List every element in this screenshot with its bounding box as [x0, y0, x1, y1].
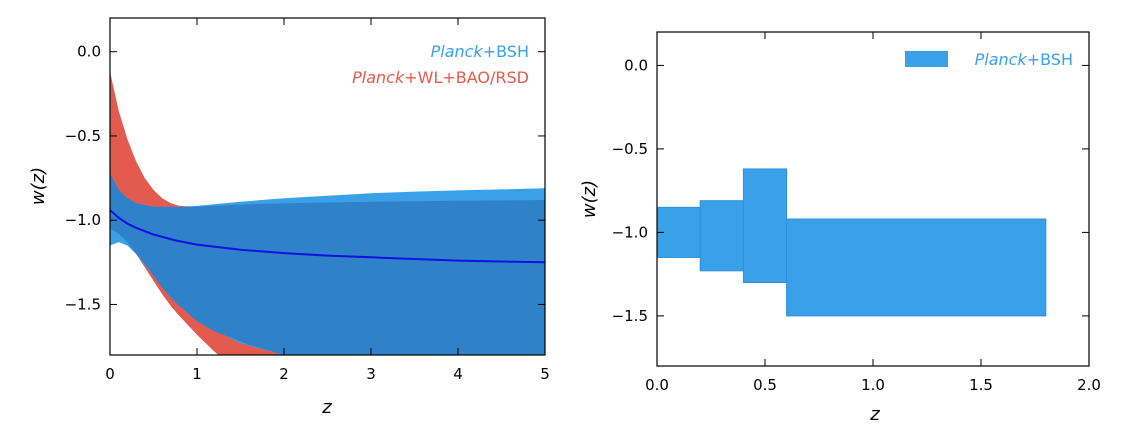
- left-axis-ticks: 0 1 2 3 4 5 0.0 −0.5 −1.0 −1.5: [65, 18, 550, 383]
- legend-swatch-planck-bsh: [905, 51, 948, 67]
- 1-y-tick-label: −0.5: [612, 140, 648, 158]
- 0-x-tick-label: 4: [453, 365, 463, 383]
- right-panel-binned-plot: 0.0 0.5 1.0 1.5 2.0 0.0 −0.5 −1.0 −1.5 z w(z) Pl…: [579, 31, 1101, 425]
- 0-x-tick-label: 1: [192, 365, 202, 383]
- right-x-axis-label: z: [869, 404, 880, 425]
- 1-x-tick-label: 0.0: [645, 376, 669, 394]
- right-axis-ticks: 0.0 0.5 1.0 1.5 2.0 0.0 −0.5 −1.0 −1.5: [612, 32, 1101, 394]
- left-plot-area: [110, 71, 545, 355]
- bin-bar-3: [786, 218, 1047, 317]
- left-y-axis-label: w(z): [28, 167, 49, 205]
- 1-x-tick-label: 1.0: [861, 376, 885, 394]
- 1-y-tick-label: 0.0: [624, 56, 648, 74]
- legend-item-planck-wl-bao-rsd: Planck+WL+BAO/RSD: [352, 68, 529, 87]
- 0-x-tick-label: 2: [279, 365, 289, 383]
- left-panel-band-plot: 0 1 2 3 4 5 0.0 −0.5 −1.0 −1.5 z w(z) Planck+BSH …: [28, 17, 550, 418]
- 1-y-tick-label: −1.0: [612, 223, 648, 241]
- 1-y-tick-label: −1.5: [612, 307, 648, 325]
- legend-item-planck-bsh-right: Planck+BSH: [975, 50, 1073, 69]
- 0-x-tick-label: 3: [366, 365, 376, 383]
- bin-bar-2: [742, 168, 788, 283]
- line-fiducial: [110, 209, 545, 264]
- left-plot-frame: [109, 17, 546, 356]
- 0-y-tick-label: −1.0: [65, 211, 101, 229]
- right-y-axis-label: w(z): [579, 180, 600, 218]
- bin-bar-1: [699, 200, 744, 272]
- 1-x-tick-label: 2.0: [1077, 376, 1101, 394]
- 0-x-tick-label: 5: [540, 365, 550, 383]
- 1-x-tick-label: 0.5: [753, 376, 777, 394]
- 1-x-tick-label: 1.5: [969, 376, 993, 394]
- band-overlap: [110, 173, 545, 355]
- legend-item-planck-bsh: Planck+BSH: [431, 42, 529, 61]
- 0-x-tick-label: 0: [105, 365, 115, 383]
- bin-bar-0: [656, 206, 701, 258]
- right-plot-area: [656, 168, 1047, 317]
- left-x-axis-label: z: [321, 397, 332, 418]
- 0-y-tick-label: −0.5: [65, 127, 101, 145]
- 0-y-tick-label: 0.0: [77, 43, 101, 61]
- right-legend: Planck+BSH: [905, 50, 1073, 69]
- 0-y-tick-label: −1.5: [65, 295, 101, 313]
- left-legend: Planck+BSH Planck+WL+BAO/RSD: [352, 42, 529, 87]
